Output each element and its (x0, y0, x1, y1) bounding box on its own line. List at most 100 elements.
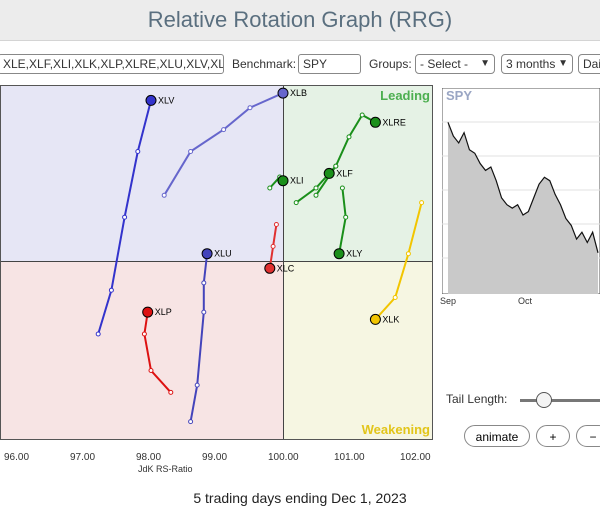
x-tick-label: 98.00 (136, 452, 162, 463)
tail-point (108, 287, 114, 293)
symbol-label-xlv: XLV (158, 95, 174, 105)
frequency-select-value: Dai (583, 57, 600, 71)
point-xlv[interactable] (145, 94, 157, 106)
tail-point (346, 134, 352, 140)
groups-label: Groups: (369, 57, 412, 71)
tail-point (135, 149, 141, 154)
benchmark-chart: SPY (441, 87, 600, 295)
symbol-label-xlk: XLK (382, 314, 399, 324)
tail-point (161, 192, 167, 198)
benchmark-label: Benchmark: (232, 57, 297, 71)
tail-point (333, 163, 339, 169)
chevron-down-icon: ▼ (558, 58, 568, 69)
tail-xlb (163, 92, 284, 196)
tail-point (247, 105, 253, 111)
benchmark-input[interactable]: SPY (298, 54, 361, 74)
tail-xlre (315, 113, 376, 196)
tail-point (188, 419, 194, 425)
tail-point (419, 200, 425, 206)
benchmark-chart-svg (441, 87, 600, 295)
tail-point (405, 251, 411, 257)
tail-xly (338, 187, 347, 254)
x-tick-label: 96.00 (4, 452, 30, 463)
symbol-label-xlu: XLU (214, 249, 232, 259)
tail-length-slider-handle[interactable] (536, 392, 552, 408)
lagging-quadrant (1, 261, 283, 439)
groups-select-value: - Select - (420, 57, 469, 71)
point-xlre[interactable] (369, 116, 381, 128)
benchmark-symbol: SPY (446, 88, 473, 103)
symbol-label-xly: XLY (346, 249, 362, 259)
tail-point (267, 185, 273, 191)
tail-point (188, 149, 194, 154)
plus-button[interactable]: + (536, 425, 570, 447)
tail-point (141, 331, 147, 337)
point-xlk[interactable] (369, 313, 381, 325)
tail-point (273, 222, 279, 227)
point-xli[interactable] (277, 175, 289, 187)
tail-point (95, 331, 101, 337)
x-tick-label: 100.00 (268, 452, 299, 463)
tail-length-slider[interactable] (520, 399, 600, 402)
tail-point (359, 112, 365, 118)
tail-xlp (143, 311, 172, 394)
improving-quadrant (1, 86, 283, 261)
symbol-label-xlb: XLB (290, 88, 307, 98)
tail-xlk (374, 202, 423, 321)
tail-point (313, 192, 319, 198)
tail-point (201, 309, 207, 315)
chevron-down-icon: ▼ (480, 58, 490, 69)
weakening-quadrant (283, 261, 432, 439)
center-line-horizontal (1, 261, 432, 262)
point-xly[interactable] (333, 248, 345, 260)
x-tick-label: 102.00 (400, 452, 431, 463)
period-select-value: 3 months (506, 57, 556, 71)
frequency-select[interactable]: Dai (578, 54, 600, 74)
tail-point (293, 200, 299, 206)
minus-button[interactable]: − (576, 425, 600, 447)
point-xlc[interactable] (264, 262, 276, 274)
x-tick-label: 97.00 (70, 452, 96, 463)
tail-point (392, 295, 398, 300)
point-xlb[interactable] (277, 87, 289, 99)
page-title: Relative Rotation Graph (RRG) (0, 0, 600, 41)
rrg-tails: XLEXLVXLBXLREXLFXLIXLYXLUXLCXLPXLK (95, 87, 425, 425)
symbol-label-xli: XLI (290, 176, 304, 186)
tail-point (221, 127, 227, 133)
symbol-label-xlre: XLRE (382, 117, 406, 127)
symbol-label-xlf: XLF (336, 168, 353, 178)
tail-point (148, 368, 154, 373)
tail-length-label: Tail Length: (446, 392, 508, 406)
footer-date: 5 trading days ending Dec 1, 2023 (193, 490, 407, 506)
point-xlf[interactable] (323, 167, 335, 179)
x-tick-label: 99.00 (202, 452, 228, 463)
tail-point (270, 243, 276, 249)
tail-point (168, 389, 174, 395)
symbol-label-xlp: XLP (155, 307, 172, 317)
weakening-label: Weakening (361, 422, 430, 437)
groups-select[interactable]: - Select - ▼ (415, 54, 495, 74)
symbol-label-xlc: XLC (277, 263, 295, 273)
rrg-plot[interactable]: Leading Weakening XLEXLVXLBXLREXLFXLIXLY… (0, 85, 433, 440)
leading-label: Leading (380, 88, 430, 103)
benchmark-area (448, 122, 598, 294)
x-axis-label: JdK RS-Ratio (138, 464, 193, 474)
symbols-input[interactable]: XLE,XLF,XLI,XLK,XLP,XLRE,XLU,XLV,XLY (0, 54, 224, 74)
tail-point (194, 382, 200, 388)
month-label-oct: Oct (518, 296, 533, 306)
leading-quadrant (283, 86, 432, 261)
toolbar: XLE,XLF,XLI,XLK,XLP,XLRE,XLU,XLV,XLY Ben… (0, 52, 600, 76)
center-line-vertical (283, 86, 284, 439)
x-tick-label: 101.00 (334, 452, 365, 463)
tail-point (343, 214, 349, 220)
point-xlu[interactable] (201, 248, 213, 260)
tail-xlu (189, 253, 209, 422)
tail-point (201, 280, 207, 286)
month-label-sep: Sep (440, 296, 457, 306)
animate-button[interactable]: animate (464, 425, 530, 447)
benchmark-line (447, 122, 599, 253)
tail-point (313, 185, 319, 191)
point-xlp[interactable] (142, 306, 154, 318)
period-select[interactable]: 3 months ▼ (501, 54, 573, 74)
tail-point (339, 185, 345, 191)
